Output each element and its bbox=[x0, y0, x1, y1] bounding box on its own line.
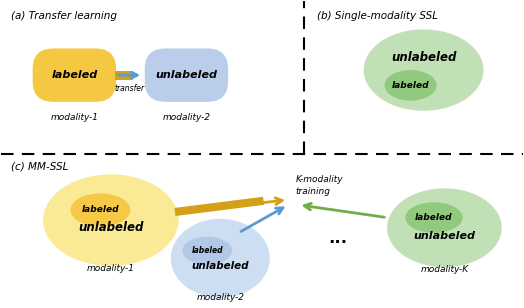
Ellipse shape bbox=[385, 70, 436, 101]
Text: modality-1: modality-1 bbox=[50, 113, 99, 122]
Text: unlabeled: unlabeled bbox=[413, 231, 475, 241]
Ellipse shape bbox=[364, 29, 484, 111]
FancyArrow shape bbox=[115, 71, 133, 80]
Text: unlabeled: unlabeled bbox=[391, 51, 456, 64]
FancyBboxPatch shape bbox=[32, 48, 116, 102]
Ellipse shape bbox=[182, 237, 232, 265]
Ellipse shape bbox=[387, 188, 502, 267]
Ellipse shape bbox=[406, 202, 463, 233]
Text: (b) Single-modality SSL: (b) Single-modality SSL bbox=[316, 10, 438, 21]
Text: unlabeled: unlabeled bbox=[156, 70, 217, 80]
Ellipse shape bbox=[70, 193, 130, 226]
Text: labeled: labeled bbox=[51, 70, 97, 80]
Text: ...: ... bbox=[328, 229, 347, 247]
Text: labeled: labeled bbox=[415, 213, 453, 222]
FancyBboxPatch shape bbox=[145, 48, 228, 102]
Text: modality-1: modality-1 bbox=[87, 264, 135, 273]
Text: unlabeled: unlabeled bbox=[78, 221, 144, 234]
FancyArrow shape bbox=[174, 197, 264, 216]
Text: transfer: transfer bbox=[114, 84, 144, 93]
Text: labeled: labeled bbox=[392, 81, 429, 90]
Text: (c) MM-SSL: (c) MM-SSL bbox=[11, 162, 68, 172]
Text: (a) Transfer learning: (a) Transfer learning bbox=[11, 10, 117, 21]
Ellipse shape bbox=[171, 219, 270, 298]
Text: modality-2: modality-2 bbox=[162, 113, 211, 122]
Text: labeled: labeled bbox=[191, 246, 223, 255]
Text: labeled: labeled bbox=[82, 205, 119, 214]
Text: unlabeled: unlabeled bbox=[192, 261, 249, 271]
Text: modality-2: modality-2 bbox=[196, 293, 244, 302]
Text: K-modality
training: K-modality training bbox=[296, 176, 344, 196]
Text: modality-K: modality-K bbox=[420, 265, 468, 274]
Ellipse shape bbox=[43, 174, 179, 266]
